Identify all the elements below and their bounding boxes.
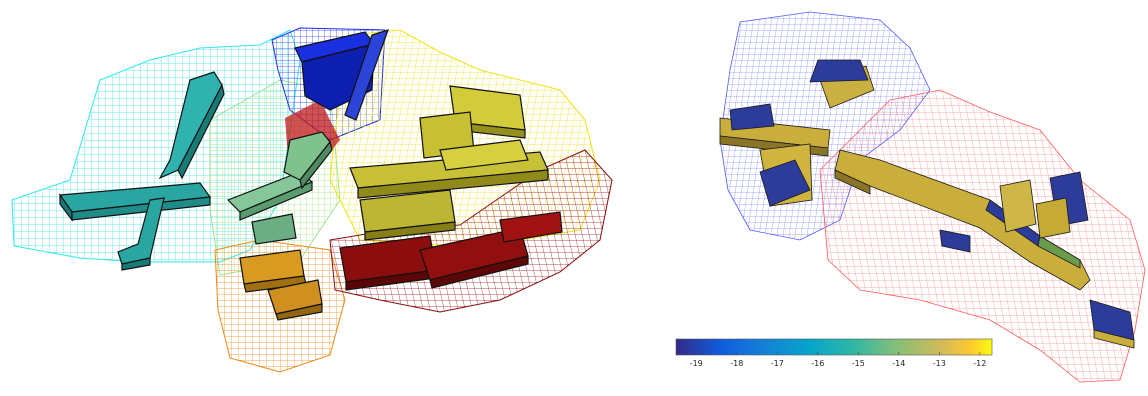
- colorbar-tick-label: -18: [730, 359, 743, 368]
- right-mesh-svg: -19 -18 -17 -16 -15 -14 -13 -12: [675, 11, 1146, 383]
- colorbar-gradient: [675, 338, 993, 356]
- right-3d-mesh-figure: -19 -18 -17 -16 -15 -14 -13 -12: [660, 0, 1148, 396]
- colorbar-tick-label: -14: [892, 359, 905, 368]
- colorbar: -19 -18 -17 -16 -15 -14 -13 -12: [675, 338, 993, 368]
- darkred-block-structure: [339, 211, 563, 291]
- left-3d-mesh-figure: [11, 27, 613, 373]
- olive-block-structure: [349, 85, 549, 241]
- colorbar-tick-label: -15: [852, 359, 865, 368]
- colorbar-tick-label: -16: [811, 359, 824, 368]
- colorbar-tick-label: -19: [690, 359, 703, 368]
- left-mesh-svg: [11, 27, 613, 373]
- orange-block-structure: [239, 249, 323, 321]
- blue-block-structure: [294, 29, 389, 121]
- colorbar-tick-label: -13: [933, 359, 946, 368]
- red-wire-mesh: [819, 89, 1146, 383]
- gold-block-structure: [719, 59, 1135, 349]
- green-block-structure: [226, 131, 333, 245]
- teal-block-structure: [58, 71, 225, 271]
- colorbar-ticks: -19 -18 -17 -16 -15 -14 -13 -12: [690, 352, 986, 368]
- colorbar-tick-label: -12: [973, 359, 986, 368]
- colorbar-tick-label: -17: [771, 359, 784, 368]
